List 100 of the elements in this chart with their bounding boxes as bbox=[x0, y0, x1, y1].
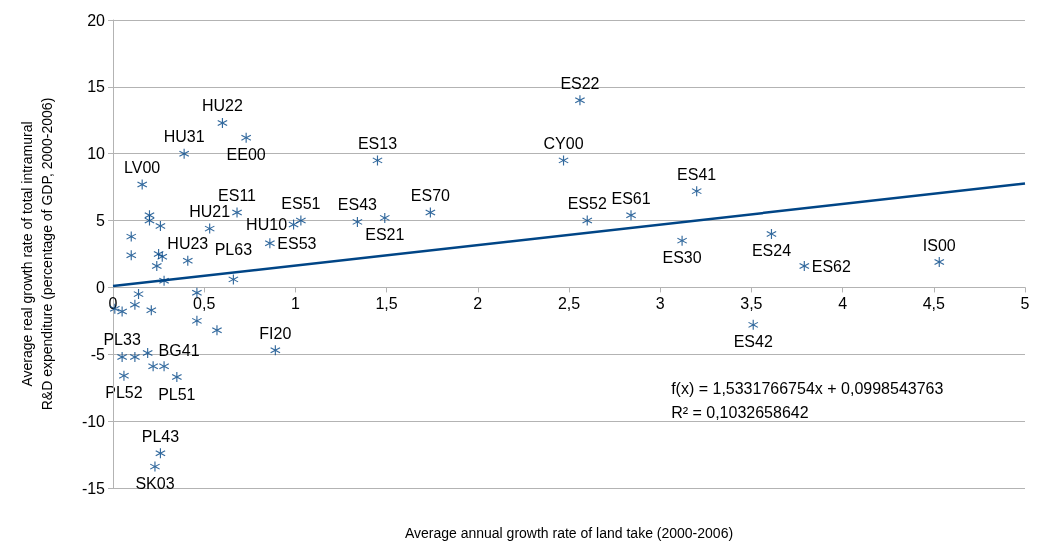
x-tick-label: 5 bbox=[1020, 294, 1030, 312]
point bbox=[117, 351, 128, 362]
point bbox=[126, 231, 137, 242]
x-tick-label: 3 bbox=[655, 294, 665, 312]
annotation: ES62 bbox=[811, 257, 851, 275]
annotation: SK03 bbox=[135, 475, 175, 493]
point bbox=[157, 251, 168, 262]
annotation: HU23 bbox=[167, 235, 209, 253]
annotation: PL33 bbox=[103, 331, 141, 349]
annotation: PL52 bbox=[105, 384, 143, 402]
point bbox=[934, 257, 945, 268]
point bbox=[155, 220, 166, 231]
point bbox=[191, 315, 202, 326]
point bbox=[182, 255, 193, 266]
point bbox=[204, 223, 215, 234]
y-tick-label: 20 bbox=[87, 11, 106, 29]
point bbox=[264, 238, 275, 249]
point bbox=[171, 372, 182, 383]
point bbox=[126, 250, 137, 261]
x-tick-label: 0,5 bbox=[193, 294, 216, 312]
point bbox=[133, 289, 144, 300]
point bbox=[211, 325, 222, 336]
point bbox=[151, 261, 162, 272]
point bbox=[288, 219, 299, 230]
y-tick-label: -5 bbox=[90, 345, 106, 363]
point bbox=[270, 345, 281, 356]
annotation: ES53 bbox=[277, 234, 317, 252]
point bbox=[379, 212, 390, 223]
annotation: ES24 bbox=[751, 242, 792, 260]
point bbox=[766, 228, 777, 239]
point bbox=[691, 186, 702, 197]
x-tick-label: 4,5 bbox=[922, 294, 946, 312]
annotation: ES43 bbox=[337, 196, 378, 214]
annotation: ES70 bbox=[410, 187, 451, 205]
point bbox=[146, 305, 157, 316]
point bbox=[241, 132, 252, 143]
annotation: ES51 bbox=[281, 195, 321, 213]
x-tick-label: 1,5 bbox=[375, 294, 398, 312]
annotation: PL43 bbox=[141, 427, 180, 445]
annotation: HU10 bbox=[246, 216, 288, 234]
x-tick-label: 2 bbox=[473, 294, 483, 312]
y-tick-label: 10 bbox=[87, 145, 106, 163]
annotation: PL63 bbox=[214, 240, 253, 258]
annotation: FI20 bbox=[259, 324, 292, 342]
point bbox=[425, 207, 436, 218]
annotation: ES42 bbox=[733, 333, 773, 351]
point bbox=[137, 179, 148, 190]
x-tick-label: 2,5 bbox=[557, 294, 581, 312]
point bbox=[677, 235, 688, 246]
x-tick-label: 4 bbox=[838, 294, 848, 312]
point bbox=[129, 299, 140, 310]
point bbox=[144, 215, 155, 226]
point bbox=[372, 155, 383, 166]
annotation: HU21 bbox=[189, 203, 231, 221]
point bbox=[232, 207, 243, 218]
point bbox=[191, 287, 202, 298]
point bbox=[159, 361, 170, 372]
annotation: ES11 bbox=[218, 187, 257, 205]
annotation: f(x) = 1,5331766754x + 0,0998543763 bbox=[671, 379, 944, 397]
annotation: PL51 bbox=[158, 385, 196, 403]
x-tick-label: 1 bbox=[290, 294, 300, 312]
y-tick-label: 0 bbox=[96, 278, 106, 296]
point bbox=[149, 461, 160, 472]
point bbox=[558, 155, 569, 166]
annotation: BG41 bbox=[158, 341, 200, 359]
point bbox=[582, 215, 593, 226]
annotation: ES30 bbox=[662, 249, 702, 267]
point bbox=[228, 274, 239, 285]
annotation: ES13 bbox=[357, 134, 398, 152]
point bbox=[129, 351, 140, 362]
annotation: IS00 bbox=[922, 236, 956, 254]
annotation: LV00 bbox=[124, 158, 161, 176]
annotation: EE00 bbox=[226, 146, 266, 164]
point bbox=[574, 95, 585, 106]
annotation: ES52 bbox=[567, 195, 607, 213]
point bbox=[159, 275, 170, 286]
annotation: HU22 bbox=[201, 97, 243, 115]
y-tick-label: -15 bbox=[81, 479, 106, 497]
point bbox=[217, 117, 228, 128]
annotation: R² = 0,1032658642 bbox=[671, 403, 809, 421]
point bbox=[626, 210, 637, 221]
annotation: HU31 bbox=[163, 128, 205, 146]
point bbox=[799, 261, 810, 272]
point bbox=[148, 361, 159, 372]
y-tick-label: 5 bbox=[96, 212, 106, 230]
point bbox=[118, 370, 129, 381]
y-axis-title: Average real growth rate of total intramural R&D expenditure (percentage of GDP, 2000-2006) bbox=[19, 97, 55, 411]
annotation: ES22 bbox=[560, 74, 600, 92]
y-tick-label: -10 bbox=[81, 412, 106, 430]
point bbox=[142, 347, 153, 358]
point bbox=[352, 216, 363, 227]
annotation: ES21 bbox=[365, 226, 405, 244]
x-tick-label: 3,5 bbox=[740, 294, 763, 312]
y-tick-label: 15 bbox=[87, 78, 106, 96]
x-axis-title: Average annual growth rate of land take (2000-2006) bbox=[404, 525, 734, 541]
annotation: ES41 bbox=[677, 165, 717, 183]
x-tick-label: 0 bbox=[108, 294, 118, 312]
annotation: CY00 bbox=[543, 134, 584, 152]
point bbox=[748, 319, 759, 330]
point bbox=[179, 148, 190, 159]
